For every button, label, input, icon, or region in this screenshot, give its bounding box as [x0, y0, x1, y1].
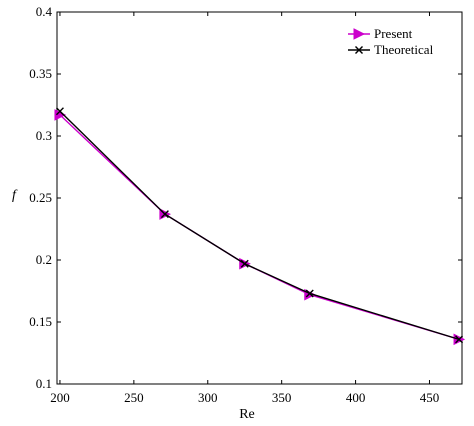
- legend-marker-present: [353, 28, 366, 40]
- y-tick-label: 0.35: [29, 66, 52, 81]
- data-point-theoretical: [240, 259, 249, 268]
- plot-frame: [56, 11, 463, 385]
- data-point-present: [54, 109, 67, 121]
- y-tick-label: 0.15: [29, 314, 52, 329]
- x-tick-label: 300: [198, 390, 218, 405]
- data-point-theoretical: [455, 335, 464, 344]
- marker-stroke: [160, 210, 169, 219]
- data-point-theoretical: [305, 289, 314, 298]
- y-tick-label: 0.3: [36, 128, 52, 143]
- series-line-present: [59, 114, 460, 341]
- series-group: [54, 107, 466, 346]
- y-tick-label: 0.1: [36, 376, 52, 391]
- x-tick-label: 200: [50, 390, 70, 405]
- y-tick-label: 0.4: [36, 4, 53, 19]
- marker-stroke: [55, 107, 64, 116]
- x-tick-label: 250: [124, 390, 144, 405]
- marker-stroke: [240, 259, 249, 268]
- axis-ticks: 200 250 300 350 400 450 0.1 0.15 0.2 0.25 0.3 0.35 0…: [29, 4, 462, 405]
- x-axis-label: Re: [239, 407, 255, 422]
- marker-stroke: [455, 335, 464, 344]
- x-tick-label: 400: [346, 390, 366, 405]
- marker-stroke: [355, 46, 363, 54]
- series-line-theoretical: [59, 110, 460, 341]
- y-tick-label: 0.2: [36, 252, 52, 267]
- x-tick-label: 350: [272, 390, 292, 405]
- x-tick-label: 450: [420, 390, 440, 405]
- legend-label-present: Present: [374, 26, 413, 41]
- data-point-theoretical: [55, 107, 64, 116]
- legend-label-theoretical: Theoretical: [374, 42, 434, 57]
- data-point-theoretical: [160, 210, 169, 219]
- y-tick-label: 0.25: [29, 190, 52, 205]
- marker-stroke: [305, 289, 314, 298]
- y-axis-label: f: [12, 188, 18, 203]
- legend-marker-theoretical: [355, 46, 363, 54]
